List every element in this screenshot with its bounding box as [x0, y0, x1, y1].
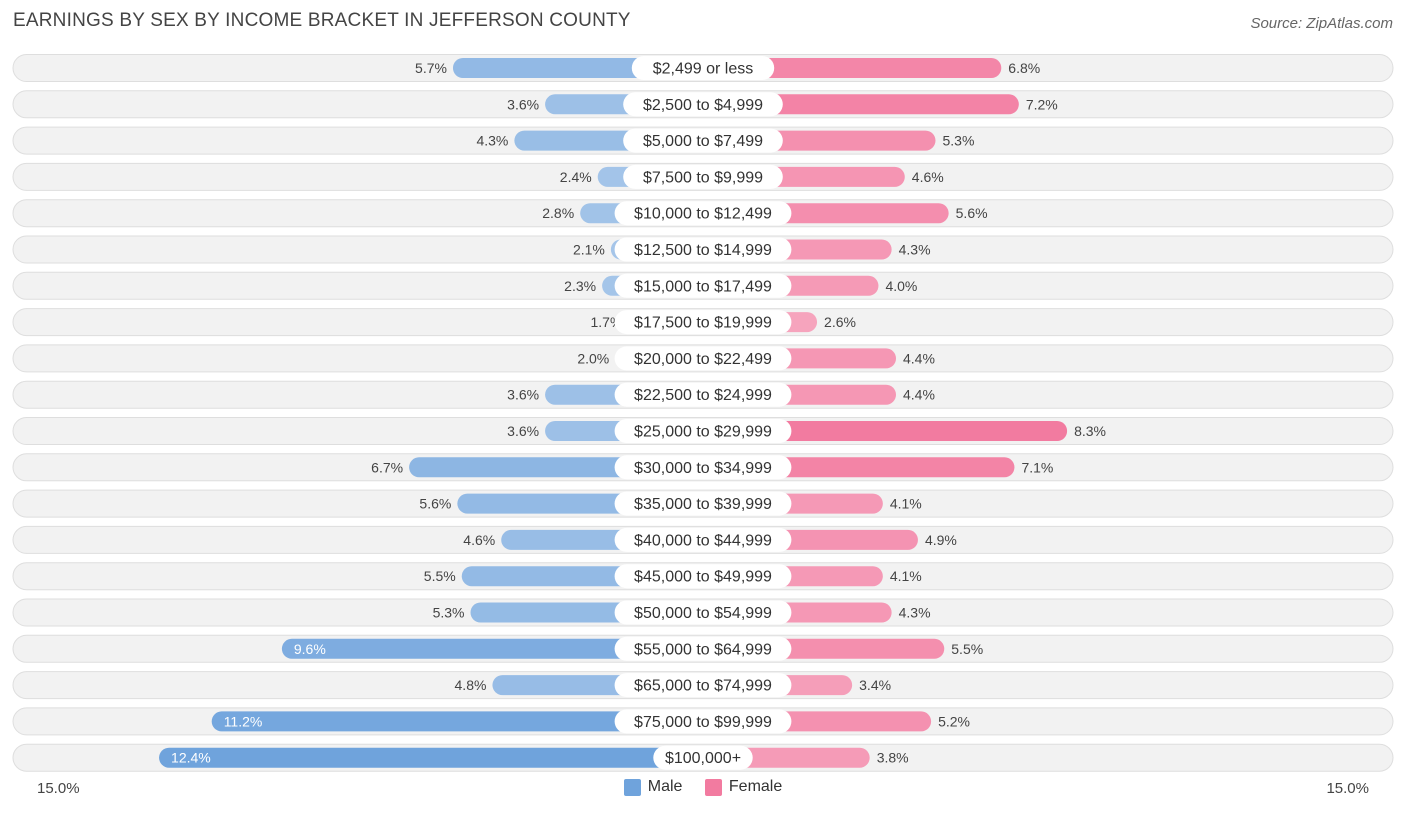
category-pill — [623, 128, 783, 153]
value-label-female: 8.3% — [1074, 423, 1106, 439]
value-label-male: 6.7% — [371, 459, 403, 475]
category-pill — [614, 273, 792, 298]
value-label-male: 4.6% — [463, 532, 495, 548]
category-label: $17,500 to $19,999 — [634, 315, 772, 332]
value-label-male: 2.1% — [573, 242, 605, 258]
category-label: $75,000 to $99,999 — [634, 714, 772, 731]
value-label-female: 3.4% — [859, 677, 891, 693]
category-pill — [614, 527, 792, 552]
value-label-female: 4.1% — [890, 568, 922, 584]
value-label-male: 3.6% — [507, 423, 539, 439]
bar-male — [159, 747, 703, 768]
category-label: $15,000 to $17,499 — [634, 278, 772, 295]
value-label-female: 4.9% — [925, 532, 957, 548]
category-pill — [614, 673, 792, 698]
category-pill — [631, 56, 775, 80]
category-pill — [614, 491, 792, 516]
legend: Male Female — [0, 778, 1406, 801]
category-label: $2,500 to $4,999 — [643, 97, 763, 114]
category-label: $2,499 or less — [653, 61, 754, 78]
bar-female — [703, 421, 1068, 441]
axis-min-label: 15.0% — [37, 780, 80, 797]
category-label: $40,000 to $44,999 — [634, 532, 772, 549]
category-pill — [614, 600, 792, 625]
value-label-male: 3.6% — [507, 387, 539, 403]
value-label-female: 7.1% — [1021, 459, 1053, 475]
value-label-male: 3.6% — [507, 96, 539, 112]
bar-male — [281, 638, 703, 659]
bar-female — [703, 94, 1019, 115]
value-label-male: 4.3% — [476, 133, 508, 149]
category-label: $30,000 to $34,999 — [634, 460, 772, 477]
value-label-female: 2.6% — [824, 314, 856, 330]
value-label-male: 2.8% — [542, 205, 574, 221]
legend-item-female[interactable]: Female — [704, 778, 783, 796]
category-label: $35,000 to $39,999 — [634, 496, 772, 513]
value-label-female: 5.2% — [938, 713, 970, 729]
value-label-female: 5.6% — [956, 205, 988, 221]
value-label-male: 4.8% — [455, 677, 487, 693]
value-label-female: 7.2% — [1026, 96, 1058, 112]
category-label: $10,000 to $12,499 — [634, 206, 772, 223]
bar-chart: 5.7% 6.8% $2,499 or less 3.6% 7.2% $2,500 to … — [12, 54, 1394, 772]
category-label: $65,000 to $74,999 — [634, 678, 772, 695]
category-pill — [614, 310, 792, 335]
category-pill — [614, 636, 792, 661]
category-pill — [623, 92, 783, 117]
value-label-male: 5.5% — [424, 568, 456, 584]
category-label: $50,000 to $54,999 — [634, 605, 772, 622]
legend-label-female: Female — [728, 778, 783, 795]
category-label: $100,000+ — [665, 750, 741, 767]
category-pill — [614, 455, 792, 480]
category-pill — [614, 564, 792, 589]
category-label: $45,000 to $49,999 — [634, 569, 772, 586]
value-label-male: 5.6% — [419, 496, 451, 512]
value-label-male: 11.2% — [224, 713, 263, 729]
category-label: $20,000 to $22,499 — [634, 351, 772, 368]
value-label-female: 6.8% — [1008, 60, 1040, 76]
value-label-female: 5.3% — [942, 133, 974, 149]
value-label-female: 4.3% — [899, 605, 931, 621]
category-pill — [614, 419, 792, 443]
value-label-female: 4.4% — [903, 387, 935, 403]
category-pill — [614, 709, 792, 734]
bar-male — [211, 711, 703, 732]
value-label-male: 2.0% — [577, 350, 609, 366]
value-label-female: 4.4% — [903, 350, 935, 366]
value-label-male: 2.3% — [564, 278, 596, 294]
value-label-male: 5.3% — [433, 605, 465, 621]
category-pill — [614, 237, 792, 262]
value-label-female: 4.3% — [899, 242, 931, 258]
category-pill — [614, 201, 792, 226]
bar-female — [703, 58, 1002, 78]
category-pill — [614, 346, 792, 371]
legend-label-male: Male — [647, 778, 683, 795]
chart-title: EARNINGS BY SEX BY INCOME BRACKET IN JEF… — [13, 10, 631, 31]
category-pill — [653, 745, 753, 770]
value-label-male: 2.4% — [560, 169, 592, 185]
value-label-male: 5.7% — [415, 60, 447, 76]
category-pill — [623, 164, 783, 189]
value-label-male: 12.4% — [171, 750, 211, 766]
value-label-female: 3.8% — [877, 750, 909, 766]
value-label-male: 9.6% — [294, 641, 326, 657]
category-label: $5,000 to $7,499 — [643, 133, 763, 150]
value-label-male: 1.7% — [591, 314, 623, 330]
category-label: $22,500 to $24,999 — [634, 387, 772, 404]
chart-source: Source: ZipAtlas.com — [1250, 15, 1393, 32]
category-pill — [614, 382, 792, 407]
category-label: $7,500 to $9,999 — [643, 169, 763, 186]
category-label: $55,000 to $64,999 — [634, 641, 772, 658]
value-label-female: 4.1% — [890, 496, 922, 512]
legend-swatch-male — [623, 778, 641, 796]
value-label-female: 4.0% — [885, 278, 917, 294]
value-label-female: 5.5% — [951, 641, 983, 657]
category-label: $12,500 to $14,999 — [634, 242, 772, 259]
legend-swatch-female — [704, 778, 722, 796]
value-label-female: 4.6% — [912, 169, 944, 185]
legend-item-male[interactable]: Male — [623, 778, 683, 796]
axis-max-label: 15.0% — [1326, 780, 1369, 797]
category-label: $25,000 to $29,999 — [634, 424, 772, 441]
